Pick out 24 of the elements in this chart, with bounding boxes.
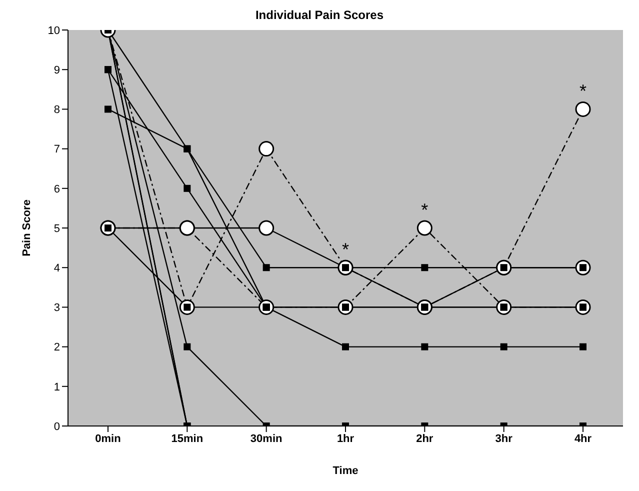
x-tick-label: 30min [250,432,283,445]
y-tick-label: 4 [54,262,60,275]
x-tick-label: 1hr [336,432,355,445]
annotation: * [421,200,428,220]
y-tick-label: 10 [48,24,60,37]
x-tick-label: 3hr [495,432,514,445]
y-tick-label: 3 [54,302,60,314]
y-tick-label: 0 [54,420,60,433]
y-tick-label: 1 [54,381,60,394]
y-axis-title: Pain Score [20,200,33,256]
x-axis-title: Time [332,465,358,477]
y-tick-label: 7 [54,144,60,156]
x-tick-label: 2hr [416,432,434,445]
chart-title: Individual Pain Scores [254,8,385,22]
x-tick-label: 15min [171,432,204,445]
x-tick-label: 4hr [574,432,592,445]
annotation: * [579,81,587,102]
annotation: * [342,240,350,260]
x-tick-label: 0min [95,432,122,445]
y-tick-label: 8 [54,104,60,116]
y-tick-label: 9 [54,64,60,77]
y-tick-label: 5 [54,222,60,235]
y-tick-label: 2 [54,342,60,354]
y-tick-label: 6 [54,183,60,196]
